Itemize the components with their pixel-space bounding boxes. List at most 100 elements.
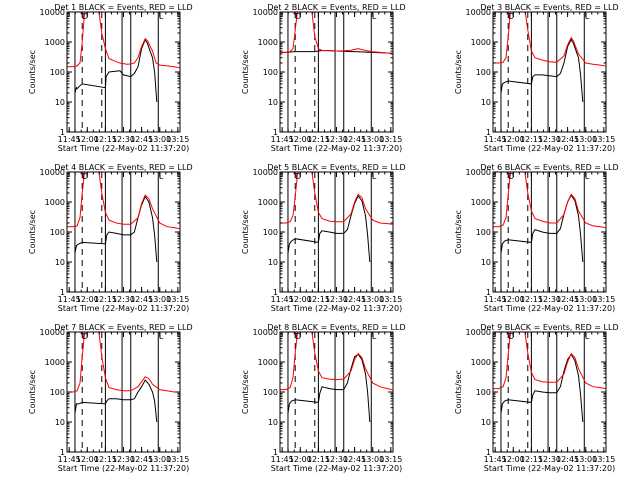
marker-letter: L — [159, 332, 164, 341]
y-tick-label: 10000 — [253, 168, 278, 177]
x-tick-label: 13:00 — [574, 135, 597, 144]
x-tick-label: 13:15 — [592, 135, 615, 144]
x-tick-label: 12:00 — [502, 455, 525, 464]
panel-title: Det 7 BLACK = Events, RED = LLD — [54, 323, 192, 332]
x-tick-label: 12:15 — [520, 295, 543, 304]
x-tick-label: 12:00 — [289, 455, 312, 464]
y-tick-label: 1000 — [45, 358, 65, 367]
x-axis-label: Start Time (22-May-02 11:37:20) — [58, 144, 189, 153]
marker-letter: D — [295, 12, 301, 21]
x-tick-label: 12:00 — [502, 135, 525, 144]
y-tick-label: 10 — [55, 98, 65, 107]
series-events-line — [74, 379, 158, 423]
y-tick-label: 1 — [486, 288, 491, 297]
x-tick-label: 13:15 — [166, 455, 189, 464]
series-lld-line — [67, 12, 180, 69]
x-tick-label: 13:15 — [379, 295, 402, 304]
x-tick-label: 12:00 — [76, 295, 99, 304]
y-axis-label: Counts/sec — [28, 50, 37, 94]
y-tick-label: 100 — [476, 228, 491, 237]
y-tick-label: 1000 — [258, 38, 278, 47]
x-tick-label: 12:15 — [307, 455, 330, 464]
y-tick-label: 1 — [60, 448, 65, 457]
marker-letter: D — [508, 172, 514, 181]
marker-letter: L — [585, 172, 590, 181]
x-tick-label: 12:15 — [94, 455, 117, 464]
y-tick-label: 10000 — [40, 8, 65, 17]
x-axis-label: Start Time (22-May-02 11:37:20) — [484, 304, 615, 313]
series-events-line — [74, 38, 158, 103]
marker-letter: D — [82, 12, 88, 21]
y-tick-label: 1000 — [45, 38, 65, 47]
y-tick-label: 100 — [50, 228, 65, 237]
panel-title: Det 2 BLACK = Events, RED = LLD — [267, 3, 405, 12]
x-tick-label: 13:15 — [379, 135, 402, 144]
x-tick-label: 12:45 — [343, 135, 366, 144]
x-tick-label: 11:45 — [484, 455, 507, 464]
x-axis-label: Start Time (22-May-02 11:37:20) — [484, 464, 615, 473]
axes-frame — [279, 171, 394, 293]
x-tick-label: 12:45 — [556, 455, 579, 464]
y-tick-label: 1000 — [258, 198, 278, 207]
y-tick-label: 1000 — [45, 198, 65, 207]
y-tick-label: 10000 — [253, 328, 278, 337]
y-tick-label: 10 — [481, 98, 491, 107]
y-tick-label: 10 — [55, 258, 65, 267]
x-tick-label: 13:00 — [574, 295, 597, 304]
series-lld-line — [280, 12, 393, 54]
x-axis-label: Start Time (22-May-02 11:37:20) — [271, 464, 402, 473]
panel-title: Det 8 BLACK = Events, RED = LLD — [267, 323, 405, 332]
x-tick-label: 13:00 — [361, 455, 384, 464]
y-axis-label: Counts/sec — [241, 370, 250, 414]
series-lld-line — [493, 332, 606, 390]
x-tick-label: 12:00 — [289, 135, 312, 144]
y-axis-label: Counts/sec — [28, 210, 37, 254]
x-tick-label: 12:45 — [343, 455, 366, 464]
x-tick-label: 12:15 — [94, 135, 117, 144]
plot-area — [280, 12, 393, 132]
y-axis-label: Counts/sec — [454, 210, 463, 254]
x-tick-label: 12:00 — [289, 295, 312, 304]
x-tick-label: 12:00 — [76, 455, 99, 464]
marker-letter: L — [159, 12, 164, 21]
plot-area — [493, 172, 606, 292]
x-tick-label: 12:45 — [130, 295, 153, 304]
y-tick-label: 10 — [268, 98, 278, 107]
x-tick-label: 13:15 — [379, 455, 402, 464]
series-events-line — [74, 195, 158, 263]
marker-letter: D — [295, 172, 301, 181]
plot-area — [67, 332, 180, 452]
x-tick-label: 12:00 — [502, 295, 525, 304]
x-tick-label: 13:15 — [592, 295, 615, 304]
x-axis-label: Start Time (22-May-02 11:37:20) — [58, 464, 189, 473]
series-lld-line — [280, 332, 393, 391]
series-lld-line — [280, 172, 393, 225]
x-tick-label: 13:15 — [592, 455, 615, 464]
x-tick-label: 12:15 — [307, 295, 330, 304]
x-tick-label: 13:00 — [148, 455, 171, 464]
x-tick-label: 13:00 — [148, 135, 171, 144]
x-tick-label: 11:45 — [271, 295, 294, 304]
detector-panel-8: 1 10 100 1000 10000 11:4512:0012:1512:3012:45… — [241, 323, 406, 473]
y-tick-label: 10000 — [466, 328, 491, 337]
x-tick-label: 12:45 — [130, 135, 153, 144]
y-tick-label: 1 — [486, 128, 491, 137]
x-tick-label: 11:45 — [484, 295, 507, 304]
detector-panel-4: 1 10 100 1000 10000 11:4512:0012:1512:3012:45… — [28, 163, 193, 313]
x-tick-label: 12:00 — [76, 135, 99, 144]
y-tick-label: 10 — [481, 258, 491, 267]
y-tick-label: 10 — [268, 258, 278, 267]
y-tick-label: 1000 — [471, 198, 491, 207]
x-tick-label: 12:30 — [325, 135, 348, 144]
y-axis-label: Counts/sec — [241, 210, 250, 254]
axes-frame — [279, 331, 394, 453]
y-axis-label: Counts/sec — [454, 50, 463, 94]
x-axis-label: Start Time (22-May-02 11:37:20) — [271, 144, 402, 153]
marker-letter: L — [585, 332, 590, 341]
marker-letter: D — [295, 332, 301, 341]
marker-letter: D — [508, 12, 514, 21]
marker-letter: L — [372, 332, 377, 341]
y-tick-label: 1000 — [471, 358, 491, 367]
x-tick-label: 12:30 — [538, 295, 561, 304]
